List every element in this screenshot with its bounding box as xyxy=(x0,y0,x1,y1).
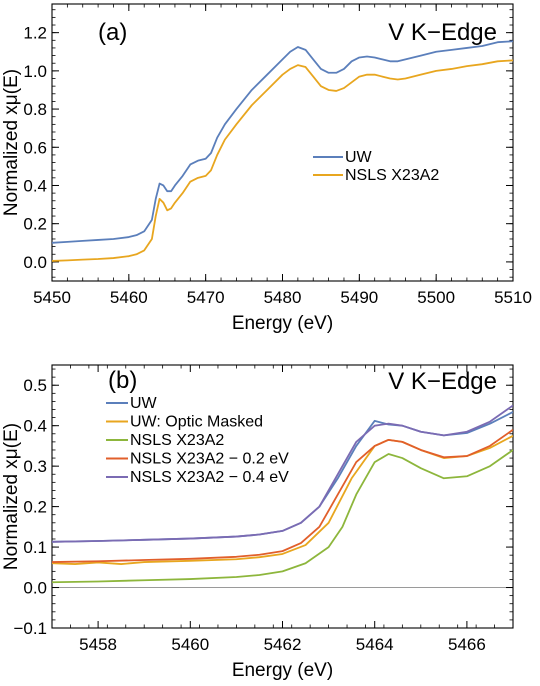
y-tick-label: 0.2 xyxy=(23,215,47,234)
legend-entry-4: NSLS X23A2 − 0.4 eV xyxy=(130,469,289,486)
x-tick-label: 5480 xyxy=(264,288,302,307)
x-tick-label: 5500 xyxy=(417,288,455,307)
x-tick-label: 5470 xyxy=(187,288,225,307)
legend-entry-0: UW xyxy=(345,149,373,166)
y-tick-label: 0.0 xyxy=(23,579,47,598)
y-tick-label: 0.5 xyxy=(23,376,47,395)
y-tick-label: 0.4 xyxy=(23,176,47,195)
x-axis-label: Energy (eV) xyxy=(232,313,333,334)
series-line-2 xyxy=(52,449,513,584)
y-tick-label: 0.0 xyxy=(23,253,47,272)
plot-frame xyxy=(51,364,514,629)
y-tick-label: 0.8 xyxy=(23,100,47,119)
series-line-3 xyxy=(52,429,513,563)
series-line-1 xyxy=(52,59,513,262)
y-tick-label: 0.6 xyxy=(23,138,47,157)
x-tick-label: 5490 xyxy=(340,288,378,307)
y-tick-label: −0.1 xyxy=(13,619,47,638)
y-axis-label: Normalized xμ(E) xyxy=(1,423,22,570)
legend-entry-1: NSLS X23A2 xyxy=(345,167,439,184)
legend-entry-0: UW xyxy=(130,395,158,412)
x-tick-label: 5462 xyxy=(264,635,302,654)
x-tick-label: 5460 xyxy=(110,288,148,307)
chart-panel-0: 5450 5460 5470 5480 5490 5500 5510 0.0 0.2 0.4 0.6… xyxy=(1,3,532,334)
x-tick-label: 5458 xyxy=(79,635,117,654)
x-tick-label: 5510 xyxy=(494,288,532,307)
legend-entry-2: NSLS X23A2 xyxy=(130,432,224,449)
panel-label: (b) xyxy=(108,367,137,394)
x-tick-label: 5460 xyxy=(171,635,209,654)
y-tick-label: 1.0 xyxy=(23,62,47,81)
edge-annotation: V K−Edge xyxy=(388,19,497,46)
y-axis-label: Normalized xμ(E) xyxy=(1,69,22,216)
y-tick-label: 0.2 xyxy=(23,498,47,517)
series-line-4 xyxy=(52,404,513,543)
y-tick-label: 0.4 xyxy=(23,417,47,436)
series-line-0 xyxy=(52,40,513,244)
x-tick-label: 5466 xyxy=(448,635,486,654)
legend-entry-1: UW: Optic Masked xyxy=(130,414,263,431)
y-tick-label: 1.2 xyxy=(23,24,47,43)
legend-entry-3: NSLS X23A2 − 0.2 eV xyxy=(130,451,289,468)
x-tick-label: 5450 xyxy=(33,288,71,307)
chart-panel-1: 5458 5460 5462 5464 5466 −0.1 0.0 0.1 0.2 0.3 0.4 0… xyxy=(1,364,514,681)
edge-annotation: V K−Edge xyxy=(388,368,497,395)
y-tick-label: 0.3 xyxy=(23,457,47,476)
y-tick-label: 0.1 xyxy=(23,538,47,557)
x-axis-label: Energy (eV) xyxy=(232,660,333,681)
panel-label: (a) xyxy=(98,19,127,46)
x-tick-label: 5464 xyxy=(356,635,394,654)
